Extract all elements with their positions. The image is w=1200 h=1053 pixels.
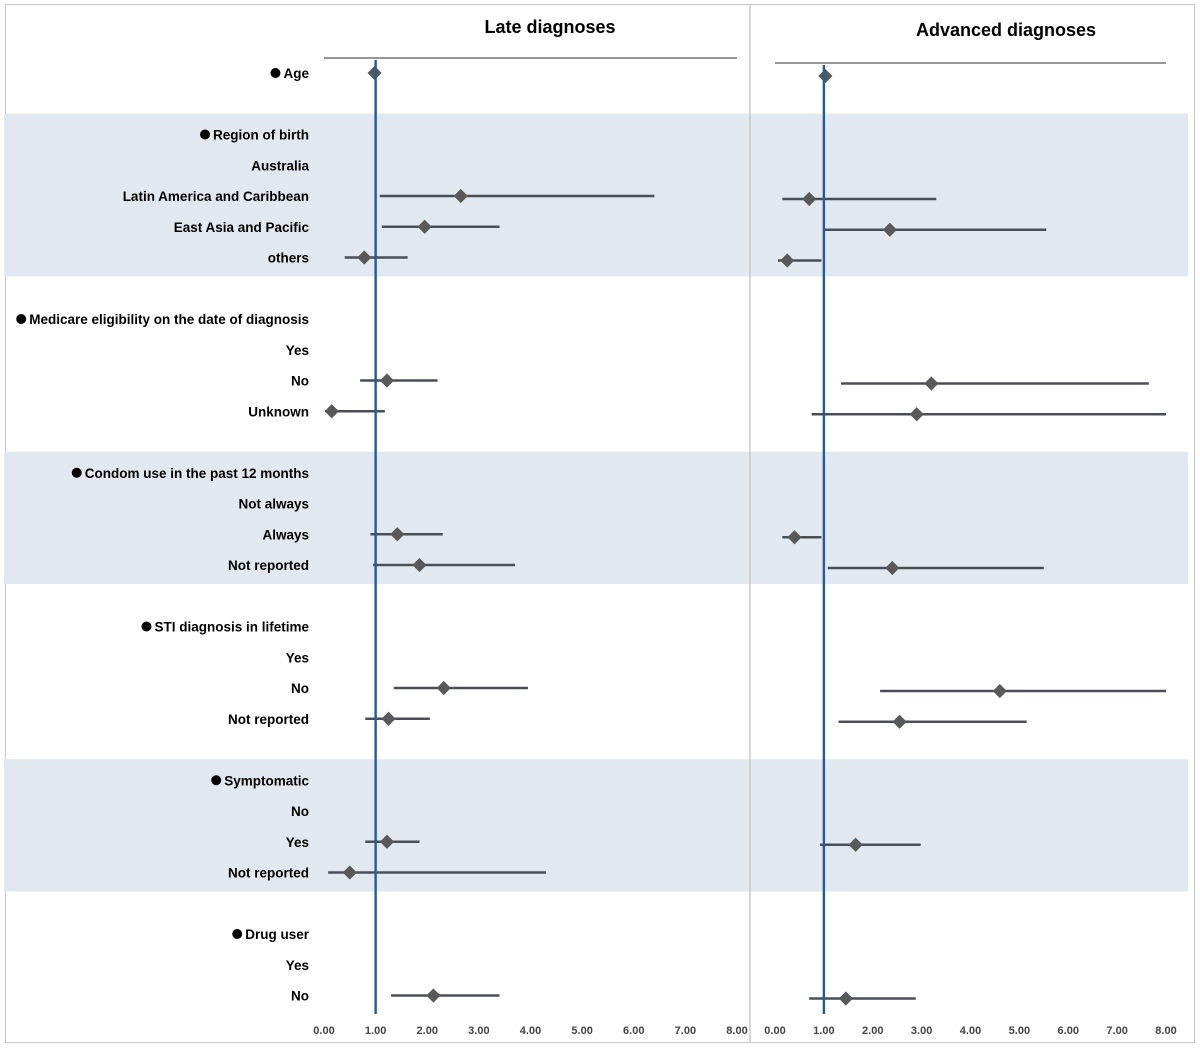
late-estimate-marker-yes [379, 834, 395, 849]
advanced-tick-label: 5.00 [1009, 1025, 1030, 1037]
group-bullet-icon [141, 621, 152, 632]
advanced-estimate-marker-no [992, 683, 1007, 699]
late-tick-label: 4.00 [520, 1025, 541, 1037]
late-estimate-marker-not-reported [342, 865, 357, 880]
group-band [4, 759, 1188, 892]
group-header-condom-use-in-the-past-12-months: Condom use in the past 12 months [85, 466, 309, 481]
row-label-not-reported: Not reported [228, 866, 309, 881]
row-label-not-reported: Not reported [228, 712, 309, 727]
row-label-always: Always [262, 527, 309, 542]
advanced-estimate-marker-age [818, 68, 833, 84]
advanced-estimate-marker-unknown [909, 407, 924, 422]
group-bullet-icon [200, 129, 211, 140]
late-estimate-marker-unknown [324, 404, 339, 419]
late-estimate-marker-not-reported [412, 557, 427, 573]
group-header-region-of-birth: Region of birth [213, 128, 309, 143]
late-tick-label: 8.00 [726, 1025, 747, 1037]
advanced-estimate-marker-yes [848, 837, 863, 852]
advanced-estimate-marker-not-reported [885, 560, 900, 576]
late-tick-label: 0.00 [313, 1025, 334, 1037]
late-estimate-marker-others [357, 250, 372, 265]
late-estimate-marker-latin-america-and-caribbean [453, 188, 468, 204]
advanced-tick-label: 4.00 [960, 1025, 981, 1037]
advanced-tick-label: 6.00 [1058, 1025, 1079, 1037]
late-estimate-marker-no [379, 373, 395, 388]
row-label-no: No [291, 804, 309, 819]
advanced-estimate-marker-latin-america-and-caribbean [802, 191, 817, 207]
advanced-panel-title: Advanced diagnoses [916, 20, 1096, 40]
advanced-estimate-marker-always [787, 530, 802, 545]
row-label-no: No [291, 989, 309, 1004]
late-tick-label: 1.00 [365, 1025, 386, 1037]
advanced-estimate-marker-east-asia-and-pacific [882, 222, 897, 237]
late-estimate-marker-no [436, 680, 451, 696]
late-tick-label: 7.00 [675, 1025, 696, 1037]
group-header-age: Age [283, 66, 309, 81]
group-header-symptomatic: Symptomatic [224, 773, 309, 788]
advanced-estimate-marker-no [924, 376, 939, 391]
row-label-yes: Yes [286, 835, 309, 850]
advanced-tick-label: 2.00 [862, 1025, 883, 1037]
group-header-drug-user: Drug user [245, 927, 310, 942]
group-header-medicare-eligibility-on-the-date-of-diagnosis: Medicare eligibility on the date of diag… [29, 312, 309, 327]
late-estimate-marker-east-asia-and-pacific [417, 219, 432, 234]
group-bullet-icon [232, 929, 243, 939]
advanced-estimate-marker-no [838, 991, 853, 1006]
row-label-yes: Yes [286, 343, 309, 358]
late-tick-label: 3.00 [468, 1025, 489, 1037]
row-label-unknown: Unknown [248, 404, 309, 419]
late-tick-label: 2.00 [417, 1025, 438, 1037]
group-band [4, 451, 1188, 584]
late-panel-title: Late diagnoses [484, 17, 615, 37]
row-label-australia: Australia [251, 158, 309, 173]
row-label-not-reported: Not reported [228, 558, 309, 573]
late-estimate-marker-always [390, 527, 405, 542]
late-estimate-marker-not-reported [381, 711, 396, 726]
group-bullet-icon [71, 467, 82, 478]
advanced-tick-label: 3.00 [911, 1025, 932, 1037]
late-estimate-marker-no [426, 988, 441, 1003]
row-label-yes: Yes [286, 650, 309, 665]
advanced-tick-label: 1.00 [813, 1025, 834, 1037]
row-label-latin-america-and-caribbean: Latin America and Caribbean [123, 189, 309, 204]
row-label-no: No [291, 681, 309, 696]
advanced-tick-label: 0.00 [764, 1025, 785, 1037]
row-label-not-always: Not always [238, 497, 309, 512]
advanced-tick-label: 7.00 [1106, 1025, 1127, 1037]
advanced-tick-label: 8.00 [1155, 1025, 1176, 1037]
group-bullet-icon [270, 68, 281, 78]
late-tick-label: 5.00 [571, 1025, 592, 1037]
group-bullet-icon [16, 314, 27, 324]
group-bullet-icon [211, 775, 222, 786]
row-label-east-asia-and-pacific: East Asia and Pacific [174, 220, 310, 235]
row-label-yes: Yes [286, 958, 309, 973]
late-tick-label: 6.00 [623, 1025, 644, 1037]
advanced-estimate-marker-not-reported [892, 714, 907, 729]
group-header-sti-diagnosis-in-lifetime: STI diagnosis in lifetime [154, 620, 309, 635]
advanced-estimate-marker-others [780, 253, 795, 268]
row-label-no: No [291, 374, 309, 389]
row-label-others: others [268, 251, 309, 266]
